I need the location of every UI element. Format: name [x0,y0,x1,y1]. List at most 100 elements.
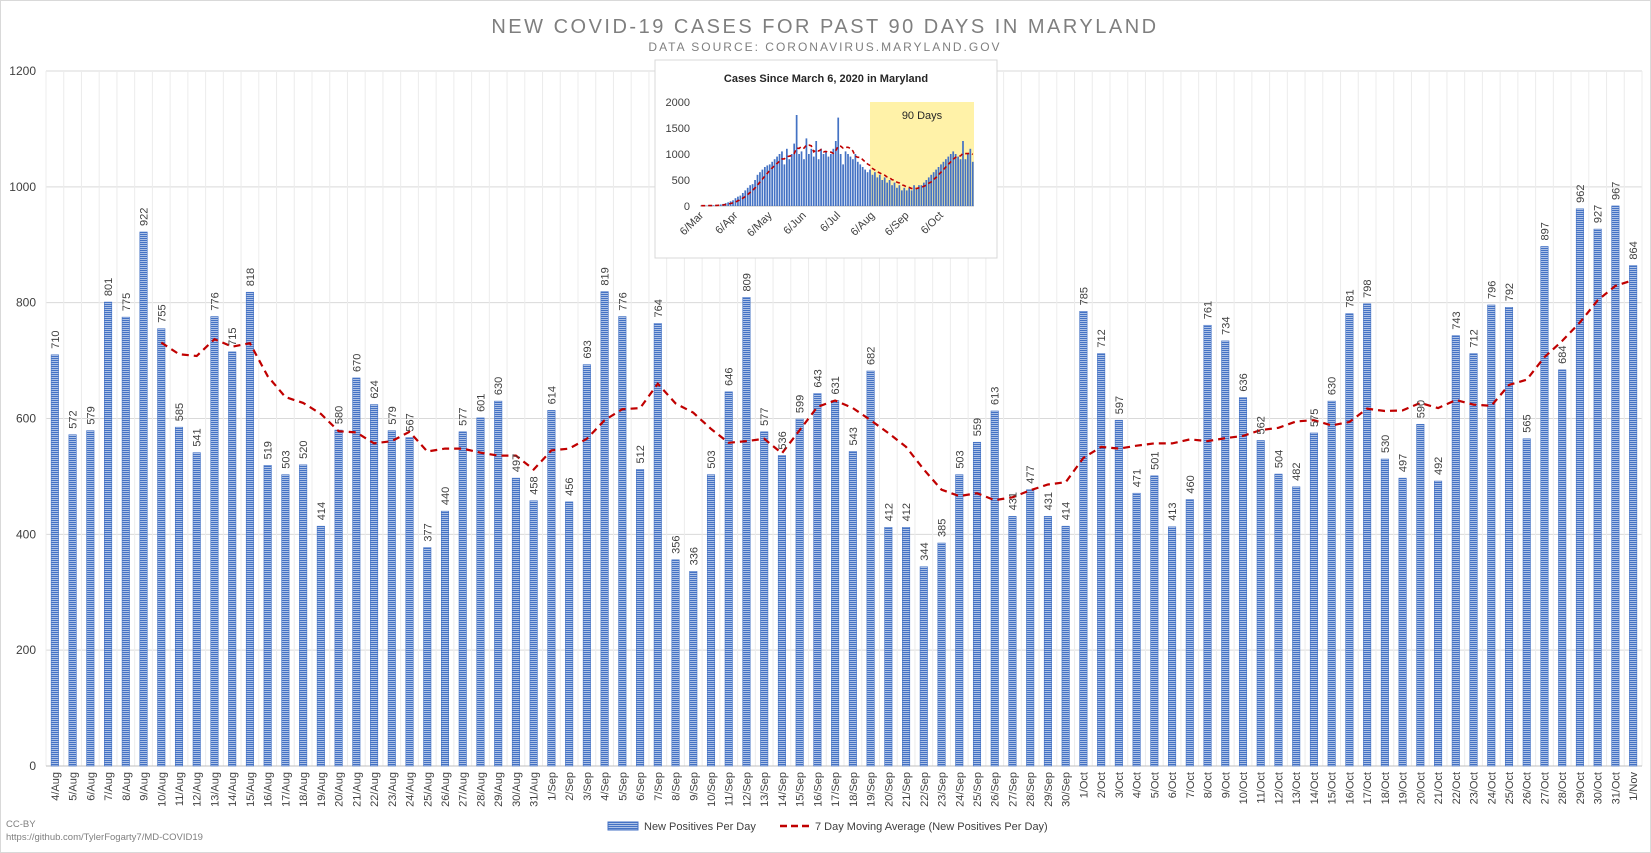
data-label: 414 [316,502,328,520]
inset-bars [700,115,974,206]
x-tick-label: 26/Aug [440,772,452,807]
x-tick-label: 5/Sep [617,772,629,801]
data-label: 579 [85,406,97,424]
inset-bar [808,154,810,206]
data-label: 458 [529,476,541,494]
bar-28/Oct [1558,369,1567,767]
inset-bar [781,151,783,206]
data-label: 336 [688,547,700,565]
source-url[interactable]: https://github.com/TylerFogarty7/MD-COVI… [6,832,203,843]
x-tick-label: 1/Nov [1628,772,1640,801]
x-tick-label: 30/Sep [1061,772,1073,807]
x-tick-label: 14/Sep [777,772,789,807]
gridlines [45,70,1643,767]
inset-bar [940,164,942,206]
data-label: 614 [546,386,558,404]
data-label: 864 [1628,241,1640,259]
data-label: 559 [972,418,984,436]
data-label: 798 [1362,279,1374,297]
data-label: 412 [883,503,895,521]
x-tick-label: 12/Aug [192,772,204,807]
x-tick-label: 2/Oct [1096,772,1108,798]
x-tick-label: 10/Oct [1238,772,1250,804]
inset-bar [893,182,896,206]
data-label: 682 [866,347,878,365]
x-tick-label: 6/Oct [1167,772,1179,798]
inset-bar [913,185,915,206]
bar-21/Aug [352,377,361,767]
x-tick-label: 18/Aug [298,772,310,807]
data-label: 613 [990,387,1002,405]
data-label: 734 [1220,317,1232,335]
bar-15/Oct [1327,400,1336,767]
data-label: 482 [1291,462,1303,480]
data-label: 597 [1114,396,1126,414]
inset-bar [886,182,889,206]
data-label: 385 [937,519,949,537]
x-axis-ticks: 4/Aug 5/Aug 6/Aug 7/Aug 8/Aug 9/Aug 10/Aug 11/A… [50,772,1640,807]
bar-12/Aug [192,452,201,767]
inset-bar [861,167,864,206]
data-label: 471 [1132,469,1144,487]
x-tick-label: 8/Aug [121,772,133,801]
bar-6/Sep [636,469,645,767]
bar-19/Sep [866,370,875,767]
legend-bar-label: New Positives Per Day [644,821,756,833]
data-label: 431 [1043,492,1055,510]
x-tick-label: 18/Oct [1380,772,1392,804]
data-label: 755 [156,304,168,322]
bar-23/Sep [937,542,946,767]
inset-bar [739,195,742,206]
inset-bar [910,190,913,206]
inset-bar [749,185,752,206]
inset-bar [815,141,818,206]
bar-9/Sep [689,571,698,767]
x-tick-label: 22/Sep [919,772,931,807]
inset-bar [768,164,771,206]
data-label: 477 [1025,465,1037,483]
data-label: 504 [1273,450,1285,468]
inset-bar [967,154,969,206]
x-tick-label: 10/Sep [706,772,718,807]
x-tick-label: 7/Sep [653,772,665,801]
bar-25/Aug [423,547,432,767]
data-label: 967 [1610,182,1622,200]
bar-10/Sep [706,474,716,767]
bar-5/Aug [68,434,77,767]
inset-bar [883,177,886,206]
bar-26/Sep [990,410,999,767]
inset-bar [962,141,964,206]
bar-16/Oct [1345,313,1354,767]
data-label: 412 [901,503,913,521]
inset-bar [719,204,722,206]
inset-bar [790,154,793,206]
y-tick-label: 1000 [9,180,36,194]
data-label: 503 [706,450,718,468]
data-label: 775 [121,293,133,311]
x-tick-label: 25/Aug [422,772,434,807]
data-label: 431 [1007,492,1019,510]
x-tick-label: 8/Sep [671,772,683,801]
inset-bar [905,190,908,206]
x-tick-label: 20/Sep [883,772,895,807]
data-label: 781 [1344,289,1356,307]
data-label: 565 [1522,414,1534,432]
bar-15/Aug [245,291,254,767]
data-label: 414 [1061,502,1073,520]
x-tick-label: 5/Aug [68,772,80,801]
x-tick-label: 9/Sep [688,772,700,801]
inset-bar [788,159,791,206]
x-tick-label: 11/Sep [724,772,736,806]
data-labels: 710 572 579 801 775 922 755 585 541 776 715 818 519 5… [50,182,1640,566]
inset-bar [817,159,820,206]
inset-bar [759,172,761,206]
data-label: 456 [564,478,576,496]
x-tick-label: 7/Oct [1185,772,1197,798]
bar-4/Aug [50,354,59,767]
bar-15/Sep [795,418,804,767]
data-label: 819 [600,267,612,285]
data-label: 501 [1149,451,1161,469]
x-tick-label: 21/Oct [1433,772,1445,804]
x-tick-label: 20/Oct [1415,772,1427,804]
